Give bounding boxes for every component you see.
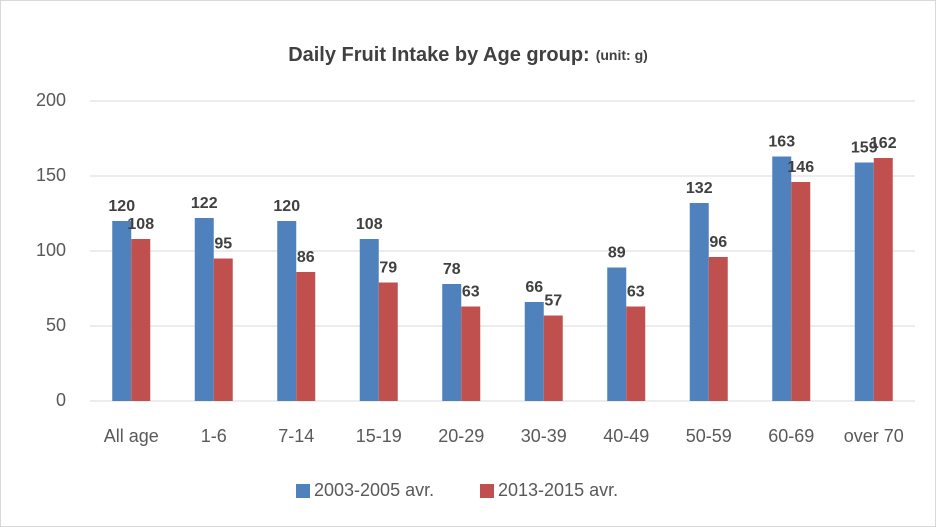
bar bbox=[791, 182, 811, 401]
data-label: 163 bbox=[768, 134, 795, 151]
x-tick-label: 60-69 bbox=[768, 426, 814, 446]
data-label: 132 bbox=[686, 180, 713, 197]
bar bbox=[359, 239, 379, 401]
data-label: 108 bbox=[356, 216, 383, 233]
data-label: 57 bbox=[544, 293, 562, 310]
bar bbox=[708, 257, 728, 401]
bar bbox=[854, 162, 874, 401]
data-label: 146 bbox=[787, 159, 814, 176]
data-label: 120 bbox=[108, 198, 135, 215]
y-tick-label: 50 bbox=[46, 315, 66, 335]
legend-label: 2013-2015 avr. bbox=[498, 480, 618, 500]
data-label: 78 bbox=[443, 261, 461, 278]
data-label: 122 bbox=[191, 195, 218, 212]
y-tick-label: 0 bbox=[56, 390, 66, 410]
bar bbox=[194, 218, 214, 401]
x-tick-label: 40-49 bbox=[603, 426, 649, 446]
data-label: 63 bbox=[627, 284, 645, 301]
bar bbox=[296, 272, 316, 401]
x-tick-label: 30-39 bbox=[521, 426, 567, 446]
y-tick-label: 100 bbox=[36, 240, 66, 260]
data-label: 96 bbox=[709, 234, 727, 251]
legend-label: 2003-2005 avr. bbox=[314, 480, 434, 500]
data-label: 95 bbox=[214, 236, 232, 253]
bar bbox=[543, 315, 563, 401]
data-label: 79 bbox=[379, 260, 397, 277]
bar bbox=[772, 156, 792, 401]
y-tick-label: 200 bbox=[36, 90, 66, 110]
data-label: 159 bbox=[851, 140, 878, 157]
x-tick-label: All age bbox=[104, 426, 159, 446]
bar bbox=[131, 239, 151, 401]
bar bbox=[277, 221, 297, 401]
y-tick-label: 150 bbox=[36, 165, 66, 185]
data-label: 63 bbox=[462, 284, 480, 301]
x-tick-label: 20-29 bbox=[438, 426, 484, 446]
x-tick-label: 7-14 bbox=[278, 426, 314, 446]
bar bbox=[378, 282, 398, 401]
data-label: 89 bbox=[608, 245, 626, 262]
data-label: 86 bbox=[297, 249, 315, 266]
legend-swatch bbox=[296, 484, 310, 498]
x-tick-label: 15-19 bbox=[356, 426, 402, 446]
bar bbox=[524, 302, 544, 401]
x-tick-label: over 70 bbox=[844, 426, 904, 446]
bar bbox=[626, 306, 646, 401]
x-tick-label: 50-59 bbox=[686, 426, 732, 446]
bar bbox=[873, 158, 893, 401]
data-label: 120 bbox=[273, 198, 300, 215]
title-unit: (unit: g) bbox=[596, 47, 648, 63]
bar bbox=[689, 203, 709, 401]
bar bbox=[213, 258, 233, 401]
chart-title: Daily Fruit Intake by Age group: (unit: g… bbox=[288, 44, 648, 66]
data-label: 108 bbox=[127, 216, 154, 233]
title-main: Daily Fruit Intake by Age group: bbox=[288, 44, 590, 66]
bar bbox=[607, 267, 627, 401]
bar bbox=[112, 221, 132, 401]
x-tick-label: 1-6 bbox=[201, 426, 227, 446]
data-label: 162 bbox=[870, 135, 897, 152]
legend-swatch bbox=[480, 484, 494, 498]
data-label: 66 bbox=[525, 279, 543, 296]
bar bbox=[442, 284, 462, 401]
bar bbox=[461, 306, 481, 401]
